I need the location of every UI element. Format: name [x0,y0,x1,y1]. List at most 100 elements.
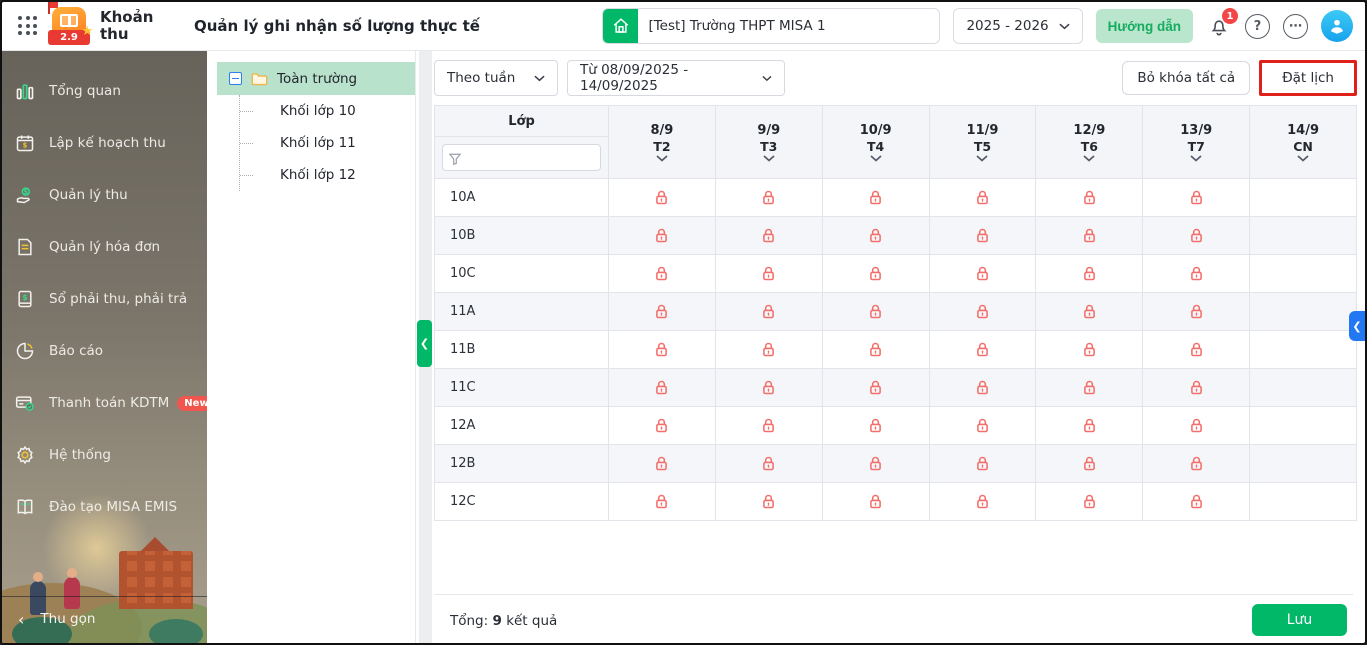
sidebar-item-2[interactable]: $ Lập kế hoạch thu [2,117,207,169]
schedule-button[interactable]: Đặt lịch [1259,60,1357,96]
date-range-select[interactable]: Từ 08/09/2025 - 14/09/2025 [567,60,785,96]
locked-cell[interactable] [1143,445,1251,483]
locked-cell[interactable] [715,217,823,255]
empty-cell[interactable] [1250,293,1357,331]
locked-cell[interactable] [1143,483,1251,521]
day-column-header[interactable]: 12/9 T6 [1036,106,1144,179]
locked-cell[interactable] [1036,483,1144,521]
locked-cell[interactable] [822,179,930,217]
day-column-header[interactable]: 11/9 T5 [929,106,1037,179]
guide-button[interactable]: Hướng dẫn [1095,9,1193,43]
locked-cell[interactable] [609,255,716,293]
locked-cell[interactable] [1036,369,1144,407]
help-icon[interactable]: ? [1245,13,1270,39]
locked-cell[interactable] [929,179,1037,217]
locked-cell[interactable] [609,369,716,407]
locked-cell[interactable] [1036,293,1144,331]
empty-cell[interactable] [1250,331,1357,369]
locked-cell[interactable] [1036,255,1144,293]
locked-cell[interactable] [715,293,823,331]
locked-cell[interactable] [1036,445,1144,483]
day-column-header[interactable]: 8/9 T2 [609,106,716,179]
tree-node-whole-school[interactable]: Toàn trường [217,62,415,95]
locked-cell[interactable] [929,483,1037,521]
locked-cell[interactable] [609,483,716,521]
locked-cell[interactable] [1036,179,1144,217]
locked-cell[interactable] [609,179,716,217]
empty-cell[interactable] [1250,179,1357,217]
sidebar-collapse-button[interactable]: ‹ Thu gọn [2,603,207,635]
locked-cell[interactable] [822,445,930,483]
app-grid-icon[interactable] [18,16,38,36]
unlock-all-button[interactable]: Bỏ khóa tất cả [1122,61,1251,95]
save-button[interactable]: Lưu [1252,604,1347,636]
locked-cell[interactable] [715,483,823,521]
locked-cell[interactable] [1143,369,1251,407]
locked-cell[interactable] [822,255,930,293]
empty-cell[interactable] [1250,255,1357,293]
sidebar-item-7[interactable]: Thanh toán KDTM New [2,377,207,429]
locked-cell[interactable] [1036,407,1144,445]
locked-cell[interactable] [929,331,1037,369]
day-column-header[interactable]: 13/9 T7 [1143,106,1251,179]
sidebar-item-9[interactable]: Đào tạo MISA EMIS [2,481,207,533]
locked-cell[interactable] [715,331,823,369]
sidebar-item-5[interactable]: $ Sổ phải thu, phải trả [2,273,207,325]
collapse-minus-icon[interactable] [229,72,242,85]
locked-cell[interactable] [609,445,716,483]
day-column-header[interactable]: 10/9 T4 [822,106,930,179]
notification-bell-icon[interactable]: 1 [1206,8,1238,39]
locked-cell[interactable] [715,407,823,445]
locked-cell[interactable] [715,255,823,293]
day-column-header[interactable]: 9/9 T3 [715,106,823,179]
locked-cell[interactable] [1143,179,1251,217]
locked-cell[interactable] [1143,407,1251,445]
school-year-select[interactable]: 2025 - 2026 [953,8,1083,44]
locked-cell[interactable] [715,179,823,217]
empty-cell[interactable] [1250,445,1357,483]
sidebar-item-8[interactable]: Hệ thống [2,429,207,481]
tree-node-grade-3[interactable]: Khối lớp 12 [240,159,415,191]
locked-cell[interactable] [822,407,930,445]
sidebar-item-6[interactable]: Báo cáo [2,325,207,377]
more-options-icon[interactable]: ⋯ [1283,13,1308,39]
empty-cell[interactable] [1250,369,1357,407]
locked-cell[interactable] [1036,217,1144,255]
locked-cell[interactable] [822,369,930,407]
empty-cell[interactable] [1250,407,1357,445]
tree-node-grade-2[interactable]: Khối lớp 11 [240,127,415,159]
locked-cell[interactable] [609,407,716,445]
locked-cell[interactable] [929,369,1037,407]
locked-cell[interactable] [822,331,930,369]
right-panel-toggle[interactable]: ❮ [1349,311,1365,341]
locked-cell[interactable] [609,331,716,369]
class-filter-input[interactable] [442,144,601,171]
locked-cell[interactable] [609,293,716,331]
locked-cell[interactable] [929,255,1037,293]
locked-cell[interactable] [1036,331,1144,369]
period-select[interactable]: Theo tuần [434,60,558,96]
sidebar-item-1[interactable]: Tổng quan [2,65,207,117]
empty-cell[interactable] [1250,217,1357,255]
tree-collapse-tab[interactable]: ❮ [417,320,432,367]
locked-cell[interactable] [715,369,823,407]
locked-cell[interactable] [1143,331,1251,369]
locked-cell[interactable] [1143,293,1251,331]
sidebar-item-4[interactable]: Quản lý hóa đơn [2,221,207,273]
empty-cell[interactable] [1250,483,1357,521]
locked-cell[interactable] [1143,217,1251,255]
locked-cell[interactable] [715,445,823,483]
day-column-header[interactable]: 14/9 CN [1250,106,1357,179]
locked-cell[interactable] [929,445,1037,483]
locked-cell[interactable] [609,217,716,255]
locked-cell[interactable] [822,483,930,521]
school-selector[interactable]: [Test] Trường THPT MISA 1 [602,8,941,44]
tree-node-grade-1[interactable]: Khối lớp 10 [240,95,415,127]
locked-cell[interactable] [929,407,1037,445]
sidebar-item-3[interactable]: $ Quản lý thu [2,169,207,221]
user-avatar[interactable] [1321,10,1353,42]
locked-cell[interactable] [822,217,930,255]
locked-cell[interactable] [929,217,1037,255]
locked-cell[interactable] [929,293,1037,331]
locked-cell[interactable] [822,293,930,331]
